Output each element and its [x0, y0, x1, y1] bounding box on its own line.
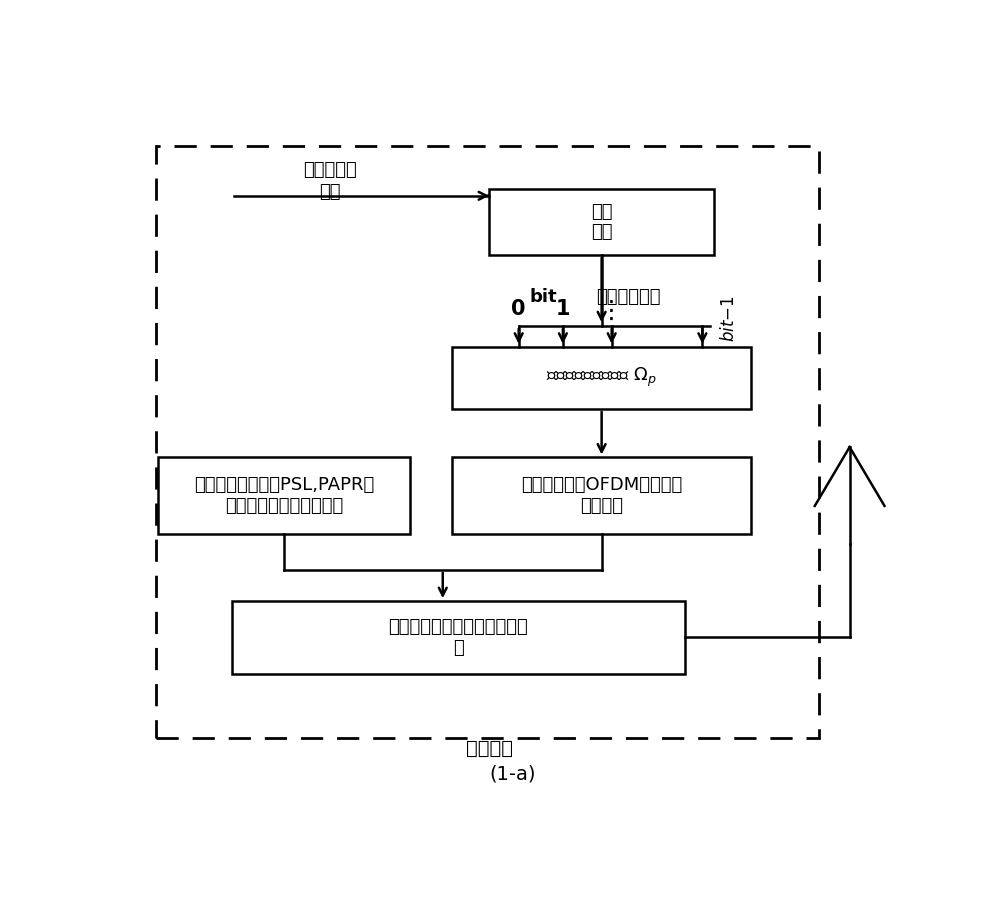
Text: (1-a): (1-a)	[489, 764, 536, 783]
Text: ⋮: ⋮	[599, 298, 624, 323]
Text: 雷达发射: 雷达发射	[466, 739, 513, 758]
Text: 基于置零调制OFDM信号权向
量产生器: 基于置零调制OFDM信号权向 量产生器	[521, 476, 682, 515]
Text: 频谱置零的频率范围 $\Omega_p$: 频谱置零的频率范围 $\Omega_p$	[546, 366, 657, 389]
Bar	[156, 146, 819, 738]
Bar	[452, 458, 751, 534]
Bar	[158, 458, 410, 534]
Text: $\mathit{bit}$−1: $\mathit{bit}$−1	[720, 296, 738, 343]
Text: 基于雷达通信一体化信号产生
器: 基于雷达通信一体化信号产生 器	[388, 618, 528, 657]
Text: 1: 1	[556, 298, 570, 318]
Text: 路二进制数据: 路二进制数据	[596, 288, 661, 306]
Text: 基于子载波预留的PSL,PAPR联
合优化信号权向量产生器: 基于子载波预留的PSL,PAPR联 合优化信号权向量产生器	[194, 476, 374, 515]
Text: 输入: 输入	[320, 183, 341, 201]
Bar	[489, 189, 714, 255]
Bar	[232, 601, 685, 673]
Text: bit: bit	[530, 288, 557, 306]
Text: 串并
转换: 串并 转换	[591, 202, 612, 242]
Text: 0: 0	[511, 298, 526, 318]
Text: 二进制数据: 二进制数据	[304, 161, 357, 179]
Bar	[452, 347, 751, 409]
